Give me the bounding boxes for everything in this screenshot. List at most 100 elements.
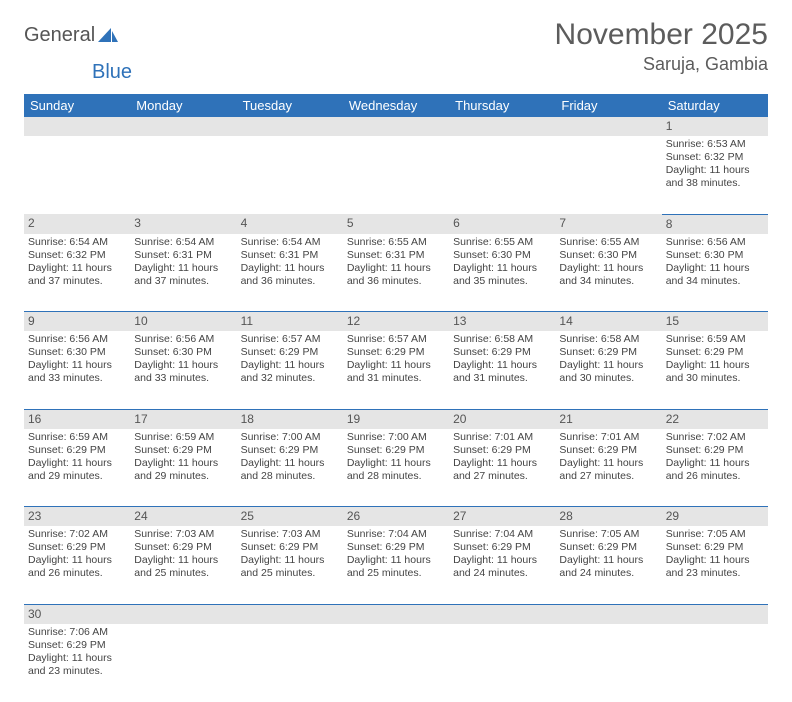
sunrise: Sunrise: 7:05 AM [666,528,764,541]
daylight-line2: and 31 minutes. [347,372,445,385]
logo-word1: General [24,24,95,47]
day-number [237,117,343,136]
day-number: 9 [24,312,130,332]
sunset: Sunset: 6:29 PM [453,346,551,359]
week-row: Sunrise: 6:54 AMSunset: 6:32 PMDaylight:… [24,234,768,312]
sunrise: Sunrise: 6:59 AM [666,333,764,346]
day-number: 5 [343,214,449,234]
daylight-line1: Daylight: 11 hours [347,262,445,275]
daylight-line2: and 23 minutes. [28,665,126,678]
weekday-header: Wednesday [343,94,449,117]
sunset: Sunset: 6:32 PM [666,151,764,164]
sunset: Sunset: 6:30 PM [666,249,764,262]
daylight-line1: Daylight: 11 hours [666,359,764,372]
week-row: Sunrise: 6:59 AMSunset: 6:29 PMDaylight:… [24,429,768,507]
daylight-line1: Daylight: 11 hours [347,359,445,372]
sunrise: Sunrise: 6:54 AM [134,236,232,249]
weekday-header: Tuesday [237,94,343,117]
sunrise: Sunrise: 6:57 AM [241,333,339,346]
week-row: Sunrise: 6:56 AMSunset: 6:30 PMDaylight:… [24,331,768,409]
sunrise: Sunrise: 7:01 AM [559,431,657,444]
day-cell: Sunrise: 7:06 AMSunset: 6:29 PMDaylight:… [24,624,130,702]
sunrise: Sunrise: 6:55 AM [559,236,657,249]
sunrise: Sunrise: 7:03 AM [134,528,232,541]
day-cell [449,136,555,214]
month-title: November 2025 [555,18,768,52]
sunrise: Sunrise: 7:02 AM [28,528,126,541]
daylight-line2: and 26 minutes. [666,470,764,483]
day-number: 3 [130,214,236,234]
sunset: Sunset: 6:29 PM [347,541,445,554]
daylight-line1: Daylight: 11 hours [134,554,232,567]
day-number: 23 [24,507,130,527]
daylight-line2: and 34 minutes. [666,275,764,288]
day-number [555,604,661,624]
sunset: Sunset: 6:32 PM [28,249,126,262]
sunset: Sunset: 6:29 PM [347,444,445,457]
day-number: 29 [662,507,768,527]
day-cell: Sunrise: 6:54 AMSunset: 6:32 PMDaylight:… [24,234,130,312]
day-number-row: 16171819202122 [24,409,768,429]
daylight-line1: Daylight: 11 hours [347,554,445,567]
day-number: 22 [662,409,768,429]
daylight-line1: Daylight: 11 hours [28,652,126,665]
daylight-line1: Daylight: 11 hours [666,262,764,275]
day-cell [237,136,343,214]
day-cell [555,136,661,214]
daylight-line2: and 30 minutes. [666,372,764,385]
sunset: Sunset: 6:29 PM [28,639,126,652]
sunrise: Sunrise: 7:02 AM [666,431,764,444]
sunset: Sunset: 6:30 PM [28,346,126,359]
daylight-line2: and 32 minutes. [241,372,339,385]
sunrise: Sunrise: 6:53 AM [666,138,764,151]
daylight-line2: and 37 minutes. [28,275,126,288]
day-number: 19 [343,409,449,429]
daylight-line1: Daylight: 11 hours [28,359,126,372]
sail-icon [97,27,119,45]
weekday-header: Sunday [24,94,130,117]
daylight-line1: Daylight: 11 hours [241,262,339,275]
day-number: 27 [449,507,555,527]
sunset: Sunset: 6:29 PM [241,346,339,359]
daylight-line1: Daylight: 11 hours [347,457,445,470]
sunrise: Sunrise: 6:54 AM [28,236,126,249]
day-number [130,604,236,624]
day-number: 16 [24,409,130,429]
sunrise: Sunrise: 7:03 AM [241,528,339,541]
daylight-line2: and 36 minutes. [347,275,445,288]
daylight-line1: Daylight: 11 hours [666,554,764,567]
daylight-line2: and 26 minutes. [28,567,126,580]
sunset: Sunset: 6:29 PM [666,444,764,457]
daylight-line1: Daylight: 11 hours [559,457,657,470]
day-number: 24 [130,507,236,527]
sunset: Sunset: 6:31 PM [134,249,232,262]
day-cell: Sunrise: 7:05 AMSunset: 6:29 PMDaylight:… [662,526,768,604]
day-cell: Sunrise: 6:57 AMSunset: 6:29 PMDaylight:… [237,331,343,409]
sunrise: Sunrise: 6:56 AM [134,333,232,346]
sunset: Sunset: 6:29 PM [134,541,232,554]
day-number [343,117,449,136]
sunrise: Sunrise: 6:58 AM [559,333,657,346]
day-cell: Sunrise: 7:05 AMSunset: 6:29 PMDaylight:… [555,526,661,604]
daylight-line1: Daylight: 11 hours [453,262,551,275]
daylight-line1: Daylight: 11 hours [28,457,126,470]
day-cell [237,624,343,702]
daylight-line2: and 37 minutes. [134,275,232,288]
sunset: Sunset: 6:29 PM [347,346,445,359]
calendar-table: Sunday Monday Tuesday Wednesday Thursday… [24,94,768,702]
sunset: Sunset: 6:29 PM [559,444,657,457]
day-number: 18 [237,409,343,429]
sunrise: Sunrise: 6:57 AM [347,333,445,346]
day-cell: Sunrise: 7:03 AMSunset: 6:29 PMDaylight:… [237,526,343,604]
weekday-header: Saturday [662,94,768,117]
day-number: 7 [555,214,661,234]
day-number: 20 [449,409,555,429]
weekday-header: Thursday [449,94,555,117]
sunrise: Sunrise: 7:00 AM [241,431,339,444]
sunset: Sunset: 6:30 PM [453,249,551,262]
day-number: 8 [662,214,768,234]
day-cell [555,624,661,702]
day-cell: Sunrise: 6:59 AMSunset: 6:29 PMDaylight:… [24,429,130,507]
daylight-line2: and 28 minutes. [347,470,445,483]
day-cell [662,624,768,702]
